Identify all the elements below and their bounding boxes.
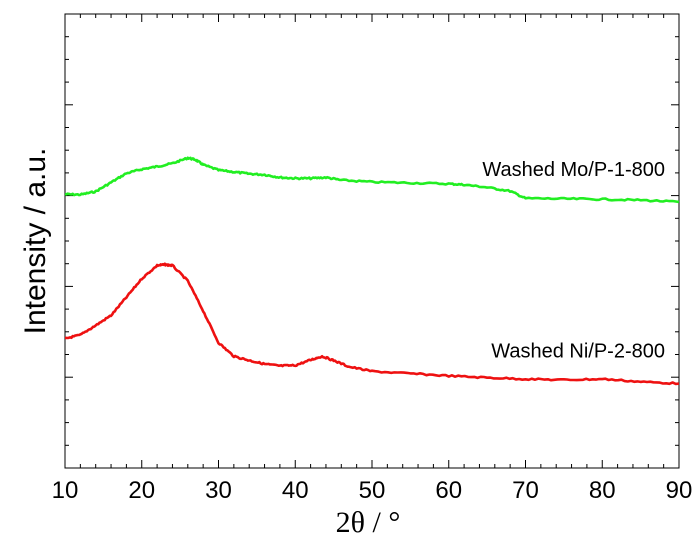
x-tick-label: 30: [205, 477, 232, 504]
x-tick-label: 20: [128, 477, 155, 504]
series-lines: [64, 156, 680, 386]
y-axis-ticks: [65, 13, 679, 469]
series-labels: Washed Mo/P-1-800 Washed Ni/P-2-800: [482, 159, 665, 363]
x-tick-label: 60: [435, 477, 462, 504]
series-line-0: [64, 156, 680, 204]
x-tick-label: 50: [359, 477, 386, 504]
x-tick-label: 90: [666, 477, 693, 504]
y-axis-title: Intensity / a.u.: [19, 148, 52, 335]
x-tick-label: 10: [52, 477, 79, 504]
x-axis-title: 2θ / °: [336, 506, 401, 539]
x-tick-label: 70: [512, 477, 539, 504]
series-label-0: Washed Mo/P-1-800: [482, 159, 665, 181]
series-line-1: [65, 262, 680, 386]
x-tick-label: 80: [589, 477, 616, 504]
x-tick-label: 40: [282, 477, 309, 504]
series-label-1: Washed Ni/P-2-800: [491, 341, 665, 363]
x-axis-ticks: 10 20 30 40 50 60 70 80 90: [52, 14, 693, 504]
plot-frame: [64, 13, 680, 469]
